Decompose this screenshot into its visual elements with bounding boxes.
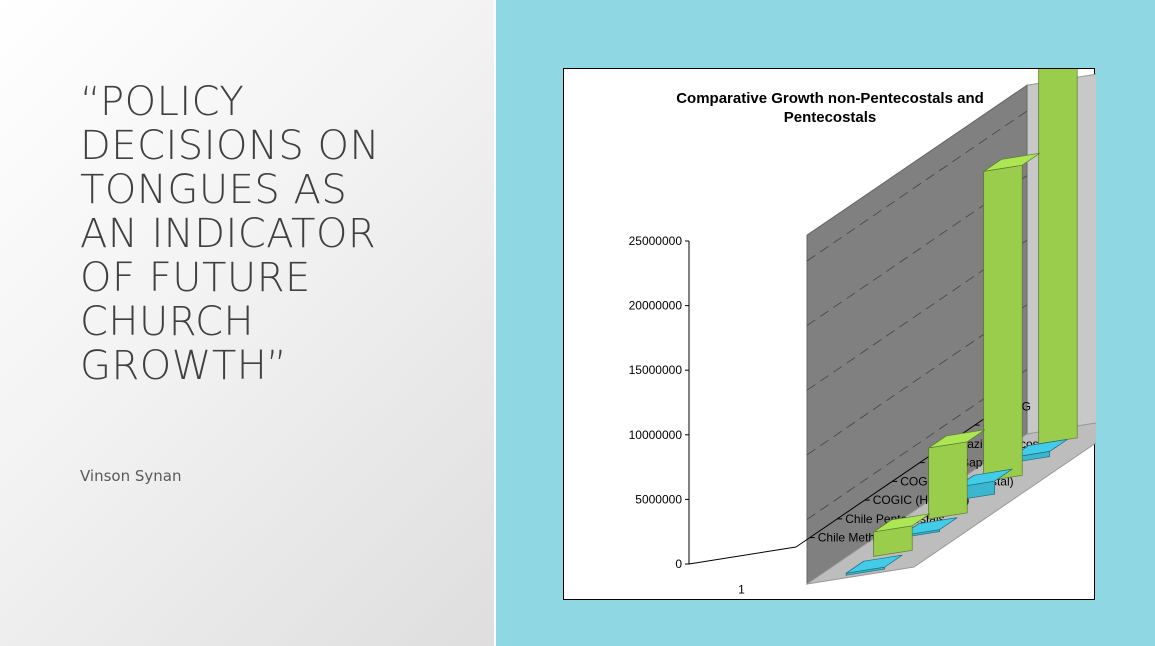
slide-title-line: TONGUES AS (80, 168, 460, 212)
x-tick-label: 1 (738, 583, 745, 597)
bar-front-face (984, 165, 1023, 481)
slide-title-line: GROWTH” (80, 344, 460, 388)
slide-subtitle: Vinson Synan (80, 467, 181, 485)
y-tick-label: 10000000 (629, 428, 683, 442)
slide-title-line: OF FUTURE (80, 256, 460, 300)
y-tick-label: 0 (675, 557, 682, 571)
slide-title: “POLICY DECISIONS ON TONGUES AS AN INDIC… (80, 80, 460, 388)
slide-title-line: AN INDICATOR (80, 212, 460, 256)
y-tick-label: 20000000 (629, 299, 683, 313)
bar-front-face (929, 442, 968, 519)
chart-box: Comparative Growth non-Pentecostals and … (563, 68, 1095, 600)
chart-title-line: Comparative Growth non-Pentecostals and (676, 90, 984, 107)
chart-svg: Comparative Growth non-Pentecostals and … (564, 69, 1096, 601)
x-axis-line (689, 547, 796, 564)
chart-title-line: Pentecostals (784, 109, 877, 126)
y-tick-label: 5000000 (635, 492, 682, 506)
bar-front-face (1039, 69, 1078, 444)
y-tick-label: 15000000 (629, 363, 683, 377)
slide-title-line: CHURCH (80, 300, 460, 344)
y-tick-label: 25000000 (629, 234, 683, 248)
slide-title-line: “POLICY (80, 80, 460, 124)
slide-title-line: DECISIONS ON (80, 124, 460, 168)
